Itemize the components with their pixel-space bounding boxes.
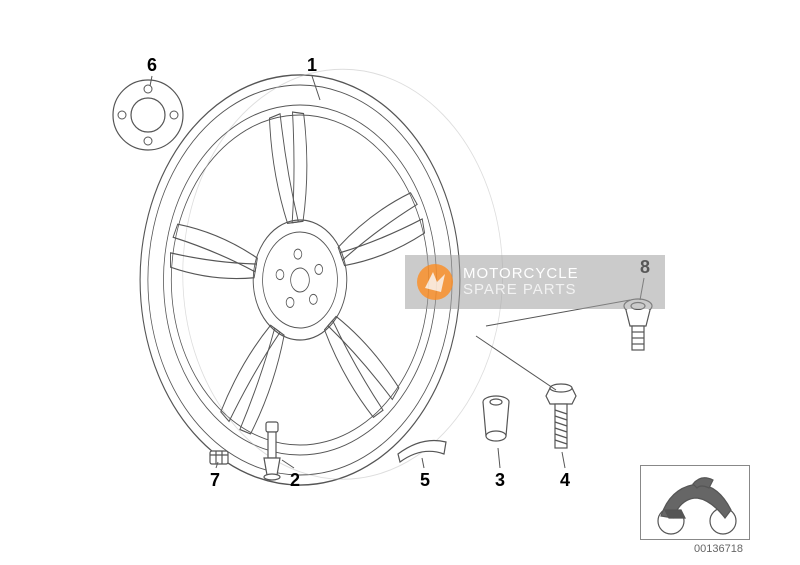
callout-6: 6 bbox=[147, 55, 157, 76]
callout-4: 4 bbox=[560, 470, 570, 491]
bolt-illustration bbox=[538, 380, 588, 460]
watermark-line2: SPARE PARTS bbox=[463, 282, 579, 298]
callout-3: 3 bbox=[495, 470, 505, 491]
badge-ring-illustration bbox=[103, 70, 193, 160]
callout-1: 1 bbox=[307, 55, 317, 76]
spacer-illustration bbox=[474, 392, 518, 452]
callout-7: 7 bbox=[210, 470, 220, 491]
callout-2: 2 bbox=[290, 470, 300, 491]
motorcycle-icon bbox=[641, 466, 751, 541]
balance-weight-illustration bbox=[392, 432, 452, 466]
watermark-logo-icon bbox=[415, 262, 455, 302]
valve-illustration bbox=[252, 420, 292, 490]
diagram-id-label: 00136718 bbox=[694, 543, 743, 555]
watermark-text: MOTORCYCLE SPARE PARTS bbox=[463, 266, 579, 298]
vehicle-icon-box bbox=[640, 465, 750, 540]
callout-5: 5 bbox=[420, 470, 430, 491]
cap-nut-illustration bbox=[205, 445, 235, 471]
watermark-line1: MOTORCYCLE bbox=[463, 266, 579, 282]
diagram-canvas: 6 1 8 7 2 5 3 4 00136718 MOTORCYCLE SPAR… bbox=[0, 0, 800, 565]
watermark: MOTORCYCLE SPARE PARTS bbox=[405, 255, 665, 309]
